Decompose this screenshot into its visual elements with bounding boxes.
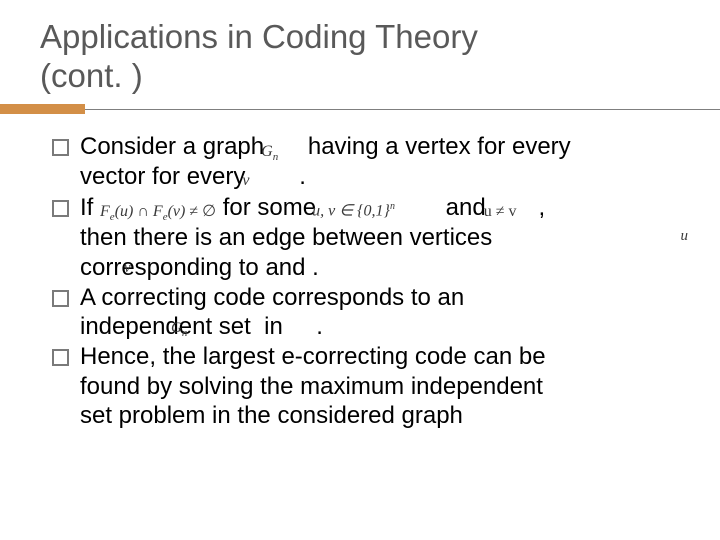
title-block: Applications in Coding Theory (cont. ) (40, 18, 680, 96)
math-g2: G (171, 320, 182, 336)
text: having a vertex for every (308, 133, 571, 160)
math-ne-empty: ≠ ∅ (189, 203, 216, 220)
text: If (80, 194, 93, 221)
list-item: Hence, the largest e-correcting code can… (46, 342, 680, 430)
math-cap: ∩ (137, 203, 149, 220)
math-u-ne-v: u ≠ v (484, 202, 517, 222)
divider (0, 104, 720, 114)
text: . (316, 313, 323, 340)
math-paren-u: (u) (115, 203, 134, 220)
text: and (446, 194, 486, 221)
text: found by solving the maximum independent (80, 373, 543, 400)
math-g: G (261, 143, 273, 160)
text: then there is an edge between vertices (80, 224, 492, 251)
math-uv-set: u, v ∈ {0,1} (312, 203, 390, 220)
accent-box (0, 104, 85, 114)
math-v-mid: v (124, 259, 131, 277)
math-n: n (273, 151, 279, 163)
text: . (299, 163, 306, 190)
text: independent set (80, 313, 251, 340)
math-n2: n (182, 327, 188, 339)
math-F: F (100, 203, 110, 220)
math-F2: F (153, 203, 163, 220)
divider-line (85, 104, 720, 114)
math-sup-n: n (390, 201, 395, 212)
math-u-tail: u (681, 227, 689, 245)
text: in (264, 313, 283, 340)
math-paren-v: (v) (168, 203, 186, 220)
math-v: v (242, 171, 249, 191)
bullet-list: Consider a graphGn having a vertex for e… (46, 132, 680, 430)
list-item: Consider a graphGn having a vertex for e… (46, 132, 680, 192)
text: for some (223, 194, 316, 221)
text: corresponding to and . (80, 254, 319, 281)
text: A correcting code corresponds to an (80, 284, 464, 311)
slide: Applications in Coding Theory (cont. ) C… (0, 0, 720, 540)
slide-title-line2: (cont. ) (40, 57, 680, 96)
text: vector for every (80, 163, 245, 190)
text: , (538, 194, 545, 221)
slide-title-line1: Applications in Coding Theory (40, 18, 680, 57)
list-item: If Fe(u) ∩ Fe(v) ≠ ∅ for someu, v ∈ {0,1… (46, 193, 680, 282)
list-item: A correcting code corresponds to an inde… (46, 283, 680, 342)
text: set problem in the considered graph (80, 402, 463, 429)
text: Hence, the largest e-correcting code can… (80, 343, 546, 370)
content-area: Consider a graphGn having a vertex for e… (40, 132, 680, 430)
text: Consider a graph (80, 133, 264, 160)
